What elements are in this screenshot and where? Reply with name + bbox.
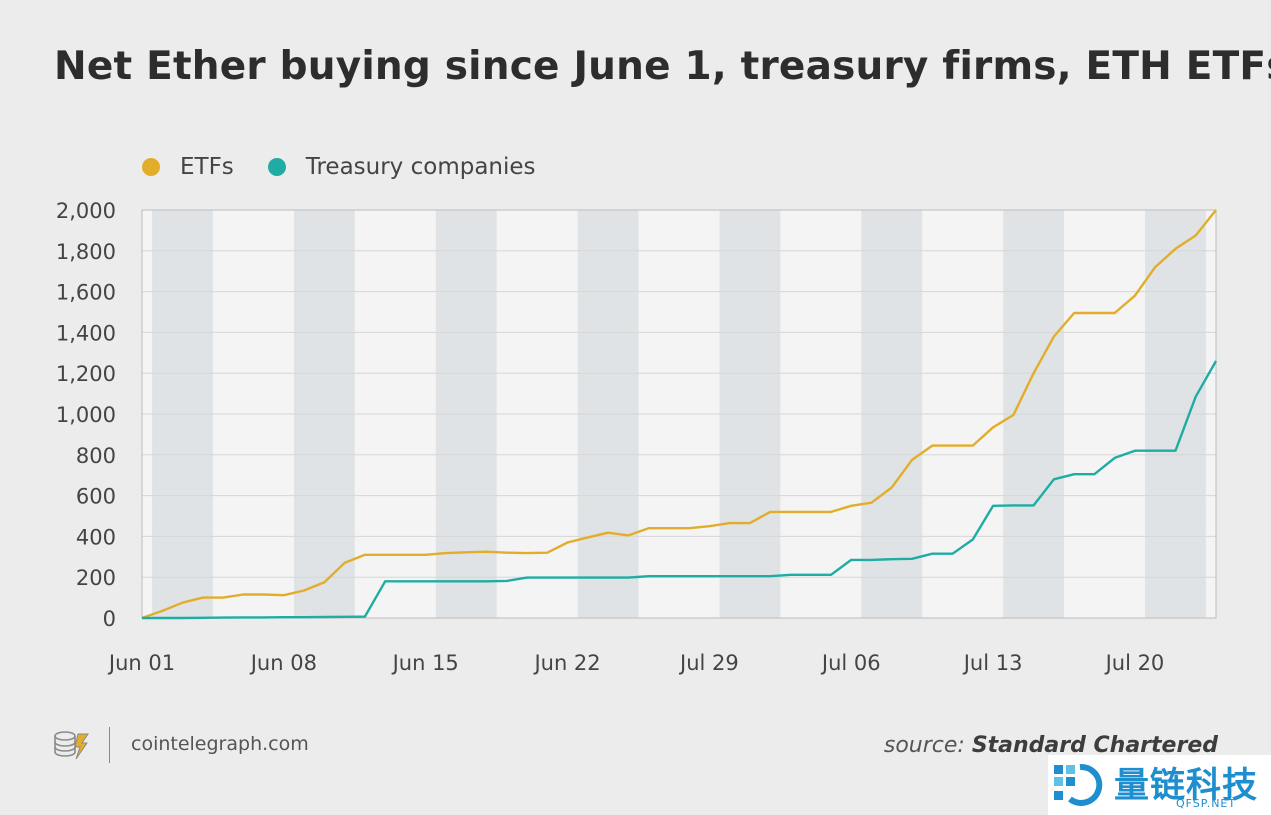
series-line-etfs bbox=[141, 209, 1217, 620]
chart-legend: ETFs Treasury companies bbox=[142, 154, 570, 180]
watermark-subtext: QFSP.NET bbox=[1176, 797, 1237, 810]
legend-item-treasury: Treasury companies bbox=[267, 154, 536, 180]
source-credit: source: Standard Chartered bbox=[884, 733, 1218, 758]
y-tick-label-1400: 1,400 bbox=[56, 321, 116, 345]
legend-swatch-etfs bbox=[142, 158, 160, 176]
y-tick-label-400: 400 bbox=[76, 525, 116, 549]
line-chart: 0 200 400 600 800 1,000 1,200 1,400 1,600 1,800 2,… bbox=[56, 199, 1218, 675]
footer-site: cointelegraph.com bbox=[131, 733, 309, 755]
chart-title: Net Ether buying since June 1, treasury … bbox=[54, 44, 1271, 89]
footer-divider bbox=[109, 727, 110, 763]
series-line-treasury bbox=[142, 360, 1218, 620]
legend-label-treasury: Treasury companies bbox=[305, 154, 536, 180]
watermark-text: 量链科技 bbox=[1114, 766, 1259, 806]
x-tick-label-7: Jul 20 bbox=[1104, 651, 1165, 675]
source-prefix: source: bbox=[883, 733, 965, 758]
y-tick-label-1600: 1,600 bbox=[56, 281, 116, 305]
x-tick-label-5: Jul 06 bbox=[820, 651, 881, 675]
cointelegraph-logo bbox=[52, 728, 92, 766]
x-tick-label-2: Jun 15 bbox=[391, 651, 459, 675]
y-tick-label-0: 0 bbox=[103, 607, 116, 631]
legend-item-etfs: ETFs bbox=[142, 154, 234, 180]
y-tick-label-1000: 1,000 bbox=[56, 403, 116, 427]
y-tick-label-800: 800 bbox=[76, 444, 116, 468]
legend-label-etfs: ETFs bbox=[180, 154, 234, 180]
x-tick-label-0: Jun 01 bbox=[107, 651, 175, 675]
x-tick-label-1: Jun 08 bbox=[249, 651, 317, 675]
plot-border bbox=[141, 209, 1217, 619]
x-tick-label-6: Jul 13 bbox=[962, 651, 1023, 675]
y-tick-label-200: 200 bbox=[76, 566, 116, 590]
watermark: 量链科技 QFSP.NET bbox=[1048, 755, 1271, 815]
y-tick-label-2000: 2,000 bbox=[56, 199, 116, 223]
source-name: Standard Chartered bbox=[971, 733, 1218, 758]
y-tick-label-1800: 1,800 bbox=[56, 240, 116, 264]
y-tick-label-600: 600 bbox=[76, 485, 116, 509]
x-tick-label-4: Jul 29 bbox=[678, 651, 739, 675]
x-tick-label-3: Jun 22 bbox=[532, 651, 600, 675]
watermark-logo-icon bbox=[1054, 763, 1103, 806]
legend-swatch-treasury bbox=[267, 158, 286, 176]
y-tick-label-1200: 1,200 bbox=[56, 362, 116, 386]
